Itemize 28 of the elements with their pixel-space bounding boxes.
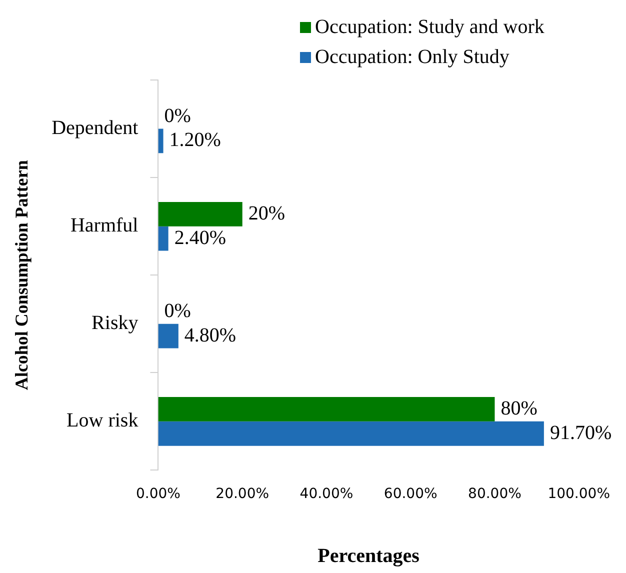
x-tick-label: 60.00% — [384, 486, 438, 502]
data-label: 0% — [164, 104, 191, 127]
bar — [158, 324, 178, 348]
bar — [158, 421, 544, 446]
data-label: 4.80% — [184, 324, 236, 346]
legend-label: Occupation: Only Study — [315, 46, 510, 68]
bar — [158, 226, 168, 251]
bar — [158, 202, 242, 226]
y-tick-label: Harmful — [70, 214, 139, 237]
x-tick-label: 20.00% — [216, 486, 270, 502]
data-label: 0% — [164, 300, 191, 322]
x-tick-label: 0.00% — [136, 486, 180, 502]
data-label: 2.40% — [174, 226, 226, 249]
data-label: 80% — [500, 397, 538, 420]
y-tick-label: Risky — [92, 312, 138, 334]
x-axis-title: Percentages — [318, 545, 420, 568]
data-label: 91.70% — [550, 422, 612, 444]
data-label: 20% — [248, 202, 286, 224]
x-tick-label: 40.00% — [300, 486, 354, 502]
bar — [158, 397, 495, 422]
bar — [158, 128, 164, 154]
y-tick-label: Low risk — [66, 410, 138, 432]
legend-label: Occupation: Study and work — [315, 16, 544, 38]
y-axis-title: Alcohol Consumption Pattern — [11, 160, 32, 390]
y-tick-label: Dependent — [52, 117, 139, 140]
data-label: 1.20% — [169, 129, 221, 152]
x-tick-label: 80.00% — [468, 486, 522, 502]
x-tick-label: 100.00% — [548, 486, 610, 502]
